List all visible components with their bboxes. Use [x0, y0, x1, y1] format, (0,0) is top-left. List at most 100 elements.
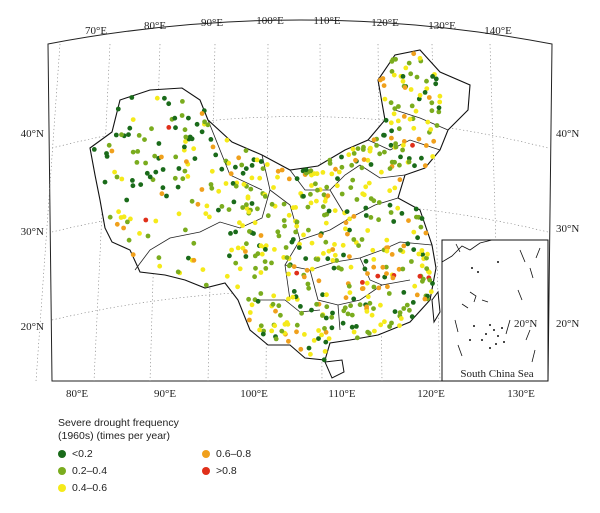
station-dot — [156, 255, 162, 261]
station-dot — [301, 232, 306, 238]
station-dot — [204, 203, 210, 209]
station-dot — [136, 133, 142, 138]
station-dot — [213, 152, 219, 158]
station-dot — [365, 228, 371, 233]
station-dot — [172, 115, 178, 121]
station-dot — [298, 304, 303, 309]
station-dot — [357, 302, 363, 308]
station-dot — [378, 322, 384, 328]
station-dot — [414, 292, 420, 298]
station-dot — [362, 266, 368, 272]
station-dot — [135, 149, 141, 154]
station-dot — [325, 193, 331, 199]
station-dot — [160, 167, 166, 172]
station-dot — [326, 248, 332, 254]
station-dot — [237, 266, 243, 272]
station-dot — [400, 74, 406, 79]
station-dot — [407, 307, 412, 313]
station-dot — [346, 152, 352, 158]
station-dot — [376, 285, 382, 291]
station-dot — [294, 270, 300, 276]
station-dot — [192, 156, 198, 162]
station-dot — [195, 201, 201, 207]
station-dot — [425, 119, 431, 125]
station-dot — [253, 265, 258, 271]
station-dot — [416, 251, 422, 257]
station-dot — [286, 271, 291, 277]
station-dot — [243, 148, 249, 154]
station-dot — [360, 286, 366, 291]
station-dot — [314, 198, 319, 204]
right-lat-label: 20°N — [556, 318, 579, 330]
station-dot — [389, 320, 394, 326]
station-dot — [326, 336, 332, 341]
station-dot — [346, 283, 352, 289]
station-dot — [424, 255, 429, 261]
station-dot — [316, 328, 321, 333]
station-dot — [332, 208, 338, 214]
station-dot — [143, 160, 149, 166]
station-dot — [290, 205, 296, 211]
station-dot — [241, 181, 247, 187]
station-dot — [286, 338, 291, 344]
station-dot — [271, 293, 277, 299]
station-dot — [153, 218, 159, 224]
station-dot — [433, 76, 439, 82]
station-dot — [106, 142, 112, 148]
top-lon-label: 110°E — [313, 15, 340, 27]
station-dot — [252, 253, 258, 259]
station-dot — [395, 118, 401, 124]
station-dot — [316, 278, 322, 284]
left-lat-label: 40°N — [21, 128, 44, 140]
station-dot — [367, 148, 373, 154]
station-dot — [384, 248, 390, 254]
station-dot — [270, 301, 276, 307]
legend-item-lt-0-2: <0.2 — [58, 447, 93, 460]
station-dot — [313, 181, 318, 187]
station-dot — [293, 229, 299, 235]
station-dot — [182, 127, 188, 133]
station-dot — [376, 217, 381, 223]
station-dot — [403, 65, 409, 71]
station-dot — [425, 251, 430, 257]
station-dot — [393, 141, 398, 147]
station-dot — [423, 143, 429, 148]
station-dot — [172, 175, 178, 181]
station-dot — [183, 227, 188, 233]
station-dot — [354, 197, 360, 202]
station-dot — [383, 117, 389, 123]
station-dot — [255, 206, 260, 212]
station-dot — [233, 183, 239, 189]
station-dot — [235, 284, 241, 290]
station-dot — [258, 233, 264, 238]
station-dot — [114, 174, 120, 180]
station-dot — [145, 233, 151, 239]
station-dot — [244, 202, 249, 208]
station-dot — [298, 346, 304, 352]
left-lat-label: 20°N — [21, 321, 44, 333]
station-dot — [345, 231, 350, 237]
station-dot — [360, 280, 365, 285]
station-dot — [414, 214, 419, 220]
station-dot — [424, 78, 429, 84]
station-dot — [320, 292, 325, 298]
station-dot — [91, 147, 97, 152]
station-dot — [420, 276, 426, 282]
station-dot — [226, 160, 232, 166]
station-dot — [284, 255, 290, 260]
legend-title-line2: (1960s) (times per year) — [58, 430, 171, 442]
legend-swatch — [202, 449, 210, 458]
station-dot — [259, 251, 265, 257]
station-dot — [370, 247, 376, 253]
station-dot — [219, 166, 225, 172]
station-dot — [324, 184, 330, 190]
station-dot — [118, 215, 124, 220]
station-dot — [248, 186, 254, 192]
station-dot — [130, 252, 136, 258]
station-dot — [191, 146, 197, 152]
station-dot — [176, 166, 182, 171]
station-dot — [203, 282, 209, 288]
legend-swatch — [202, 466, 210, 475]
station-dot — [269, 328, 275, 334]
station-dot — [389, 128, 394, 134]
